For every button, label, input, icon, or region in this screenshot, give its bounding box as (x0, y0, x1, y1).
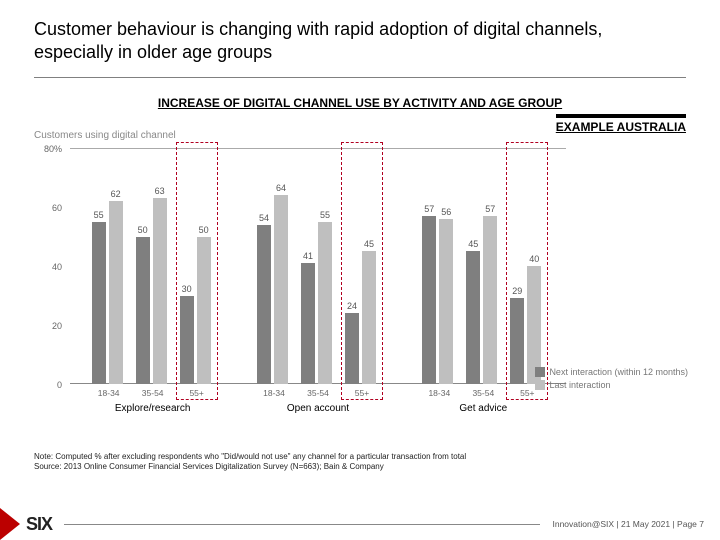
footer-info: Innovation@SIX | 21 May 2021 | Page 7 (552, 519, 720, 529)
age-pair: 244555+ (345, 148, 379, 384)
bar-value: 41 (303, 251, 313, 261)
page-title: Customer behaviour is changing with rapi… (0, 0, 720, 67)
example-badge: EXAMPLE AUSTRALIA (556, 114, 686, 134)
bar-value: 50 (138, 225, 148, 235)
age-label: 35-54 (472, 388, 494, 398)
bar-next: 41 (301, 263, 315, 384)
bar-next: 50 (136, 237, 150, 385)
bar-last: 56 (439, 219, 453, 384)
age-pair: 455735-54 (466, 148, 500, 384)
legend: Next interaction (within 12 months) Last… (535, 364, 688, 390)
bar-next: 54 (257, 225, 271, 384)
footer-triangle-icon (0, 508, 20, 540)
footer-rule (64, 524, 540, 525)
bar-last: 63 (153, 198, 167, 384)
age-pair: 575618-34 (422, 148, 456, 384)
age-label: 35-54 (307, 388, 329, 398)
bar-value: 63 (155, 186, 165, 196)
legend-label-last: Last interaction (549, 380, 610, 390)
age-label: 35-54 (142, 388, 164, 398)
age-pair: 506335-54 (136, 148, 170, 384)
bar-value: 55 (320, 210, 330, 220)
bar-value: 54 (259, 213, 269, 223)
highlight-box (506, 142, 548, 400)
age-pair: 556218-34 (92, 148, 126, 384)
source-line: Source: 2013 Online Consumer Financial S… (34, 462, 686, 472)
bar-value: 62 (111, 189, 121, 199)
legend-label-next: Next interaction (within 12 months) (549, 367, 688, 377)
note-line: Note: Computed % after excluding respond… (34, 452, 686, 462)
chart: Customers using digital channel 02040608… (34, 140, 686, 412)
bar-value: 55 (94, 210, 104, 220)
age-pair: 415535-54 (301, 148, 335, 384)
y-axis: 020406080% (40, 148, 68, 384)
bar-value: 56 (441, 207, 451, 217)
bar-last: 62 (109, 201, 123, 384)
legend-swatch-next (535, 367, 545, 377)
bar-next: 55 (92, 222, 106, 384)
highlight-box (341, 142, 383, 400)
group: 546418-34415535-54244555+Open account (235, 148, 400, 384)
bar-value: 57 (485, 204, 495, 214)
bar-next: 45 (466, 251, 480, 384)
footer: SIX Innovation@SIX | 21 May 2021 | Page … (0, 508, 720, 540)
title-rule (34, 77, 686, 78)
age-label: 18-34 (98, 388, 120, 398)
bar-value: 45 (468, 239, 478, 249)
chart-subtitle: INCREASE OF DIGITAL CHANNEL USE BY ACTIV… (0, 96, 720, 110)
bar-last: 57 (483, 216, 497, 384)
group-label: Open account (235, 403, 400, 414)
bar-value: 57 (424, 204, 434, 214)
bar-last: 55 (318, 222, 332, 384)
highlight-box (176, 142, 218, 400)
footnotes: Note: Computed % after excluding respond… (0, 412, 720, 473)
age-label: 18-34 (428, 388, 450, 398)
group-label: Get advice (401, 403, 566, 414)
legend-swatch-last (535, 380, 545, 390)
group-label: Explore/research (70, 403, 235, 414)
y-axis-label: Customers using digital channel (34, 130, 176, 141)
logo: SIX (26, 514, 52, 535)
age-pair: 294055+ (510, 148, 544, 384)
bar-next: 57 (422, 216, 436, 384)
bar-value: 64 (276, 183, 286, 193)
bar-groups: 556218-34506335-54305055+Explore/researc… (70, 148, 566, 384)
group: 556218-34506335-54305055+Explore/researc… (70, 148, 235, 384)
bar-last: 64 (274, 195, 288, 384)
age-pair: 546418-34 (257, 148, 291, 384)
age-label: 18-34 (263, 388, 285, 398)
age-pair: 305055+ (180, 148, 214, 384)
group: 575618-34455735-54294055+Get advice (401, 148, 566, 384)
